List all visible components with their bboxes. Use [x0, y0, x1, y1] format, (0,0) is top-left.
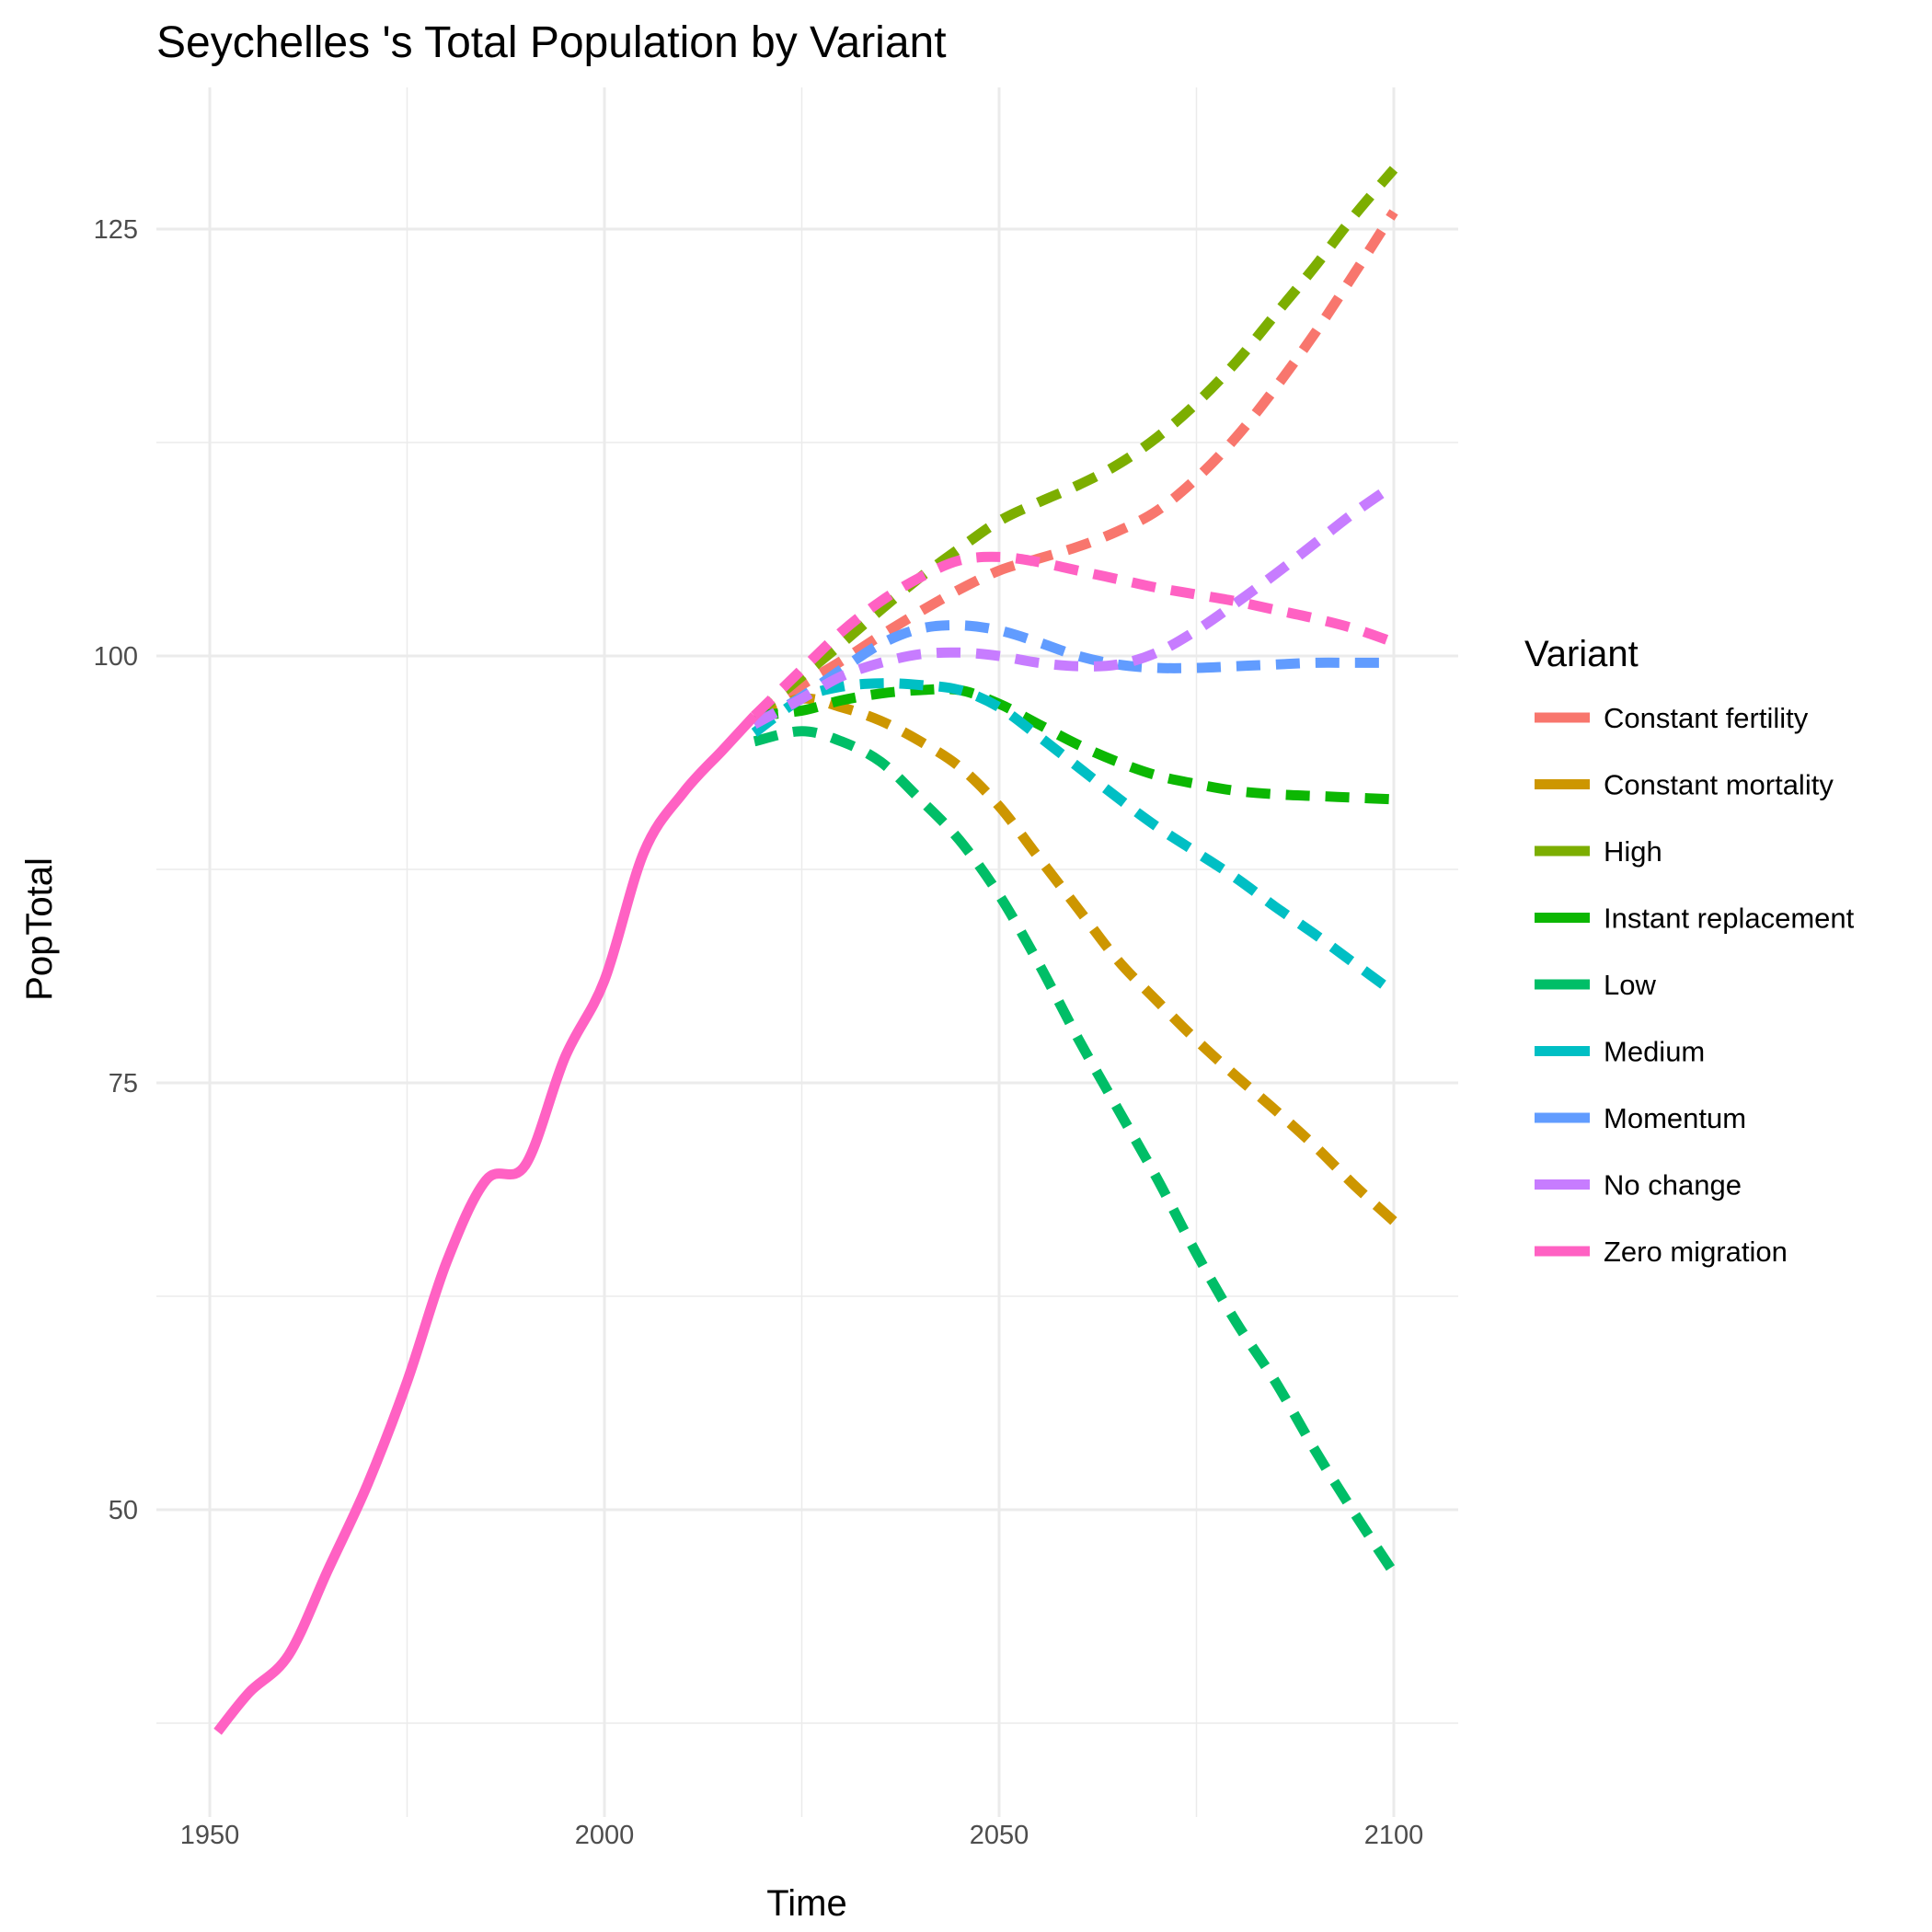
x-tick-label: 1950 — [180, 1821, 240, 1850]
series-line-constant-fertility — [751, 209, 1398, 720]
historical-line — [213, 712, 759, 1735]
tick-labels: 1950 2000 2050 2100 50 75 100 125 — [94, 215, 1424, 1850]
y-tick-label: 125 — [94, 215, 138, 245]
legend-label: Zero migration — [1604, 1236, 1788, 1268]
x-tick-label: 2050 — [970, 1821, 1029, 1850]
legend-label: Instant replacement — [1604, 903, 1855, 935]
series-lines — [213, 166, 1398, 1735]
y-tick-label: 50 — [109, 1496, 138, 1525]
series-line-high — [751, 166, 1398, 720]
legend-label: High — [1604, 835, 1662, 868]
legend-label: Constant mortality — [1604, 769, 1834, 801]
legend-label: Momentum — [1604, 1102, 1746, 1134]
x-tick-label: 2000 — [575, 1821, 635, 1850]
legend-title: Variant — [1524, 634, 1639, 674]
series-line-constant-mortality — [752, 693, 1397, 1225]
y-tick-label: 100 — [94, 642, 138, 672]
series-line-instant-replacement — [753, 684, 1395, 805]
y-axis-title: PopTotal — [19, 857, 60, 1001]
series-line-no-change — [752, 480, 1397, 730]
x-tick-label: 2100 — [1364, 1821, 1424, 1850]
series-line-medium — [751, 678, 1397, 997]
series-line-zero-migration — [751, 551, 1396, 719]
chart-title: Seychelles 's Total Population by Varian… — [156, 18, 947, 67]
series-line-low — [753, 726, 1398, 1576]
legend-label: No change — [1604, 1169, 1742, 1202]
legend-label: Low — [1604, 969, 1656, 1001]
grid — [156, 87, 1458, 1817]
y-tick-label: 75 — [109, 1069, 138, 1098]
series-line-momentum — [752, 620, 1394, 729]
legend: Variant Constant fertility Constant morta… — [1524, 634, 1855, 1268]
x-axis-title: Time — [766, 1883, 846, 1924]
legend-label: Medium — [1604, 1036, 1705, 1068]
legend-label: Constant fertility — [1604, 702, 1809, 734]
